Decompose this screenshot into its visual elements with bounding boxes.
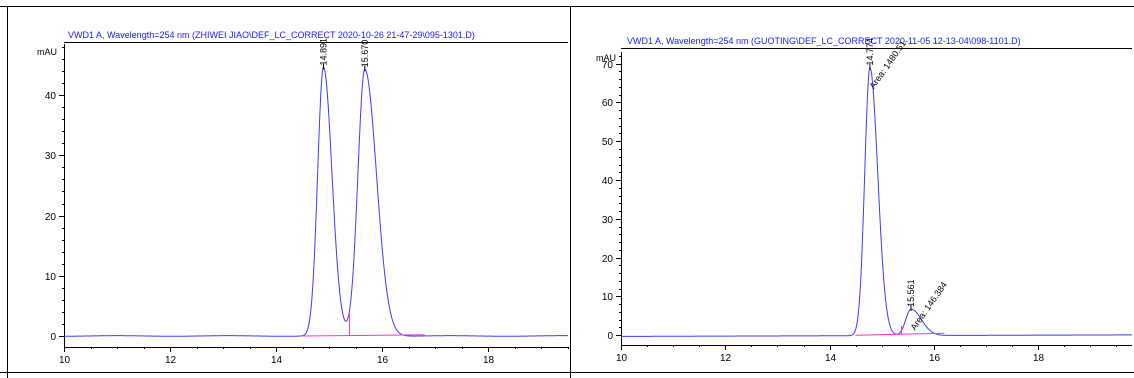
y-tick-label: 30 <box>45 151 57 162</box>
integration-baseline <box>855 332 945 336</box>
chart-panel-left: VWD1 A, Wavelength=254 nm (ZHIWEI JIAO\D… <box>37 30 569 366</box>
x-tick-label: 16 <box>929 353 941 364</box>
y-tick-label: 10 <box>45 272 57 283</box>
peak-rt-label: 15.670 <box>360 40 370 68</box>
y-tick-label: 20 <box>45 212 57 223</box>
x-tick-label: 14 <box>825 353 837 364</box>
y-tick-label: 40 <box>45 91 57 102</box>
y-tick-label: 70 <box>602 60 614 71</box>
y-tick-label: 40 <box>602 176 614 187</box>
y-tick-label: 10 <box>602 292 614 303</box>
y-tick-label: 50 <box>602 137 614 148</box>
y-axis-label: mAU <box>596 53 616 63</box>
y-tick-label: 30 <box>602 215 614 226</box>
peak-rt-label: 15.561 <box>906 279 916 307</box>
chromatogram-trace <box>621 67 1132 337</box>
y-tick-label: 0 <box>50 332 56 343</box>
x-tick-label: 18 <box>483 355 495 366</box>
x-tick-label: 12 <box>720 353 732 364</box>
x-tick-label: 10 <box>616 353 628 364</box>
peak-rt-label: 14.774 <box>865 38 875 66</box>
y-tick-label: 20 <box>602 254 614 265</box>
y-tick-label: 0 <box>607 331 613 342</box>
integration-baseline <box>302 334 425 337</box>
x-tick-label: 16 <box>377 355 389 366</box>
chart-panel-right: VWD1 A, Wavelength=254 nm (GUOTING\DEF_L… <box>596 36 1132 364</box>
chromatogram-trace <box>64 66 568 337</box>
x-tick-label: 10 <box>59 355 71 366</box>
x-tick-label: 14 <box>271 355 283 366</box>
plot-area: 0 10 20 30 40 10 12 14 16 18 14.891 15.670 <box>45 38 569 366</box>
y-tick-label: 60 <box>602 98 614 109</box>
chart-title: VWD1 A, Wavelength=254 nm (ZHIWEI JIAO\D… <box>68 30 475 40</box>
x-tick-label: 12 <box>165 355 177 366</box>
peak-rt-label: 14.891 <box>318 38 328 66</box>
chart-title: VWD1 A, Wavelength=254 nm (GUOTING\DEF_L… <box>627 36 1021 46</box>
y-axis-label: mAU <box>37 47 57 57</box>
x-tick-label: 18 <box>1033 353 1045 364</box>
